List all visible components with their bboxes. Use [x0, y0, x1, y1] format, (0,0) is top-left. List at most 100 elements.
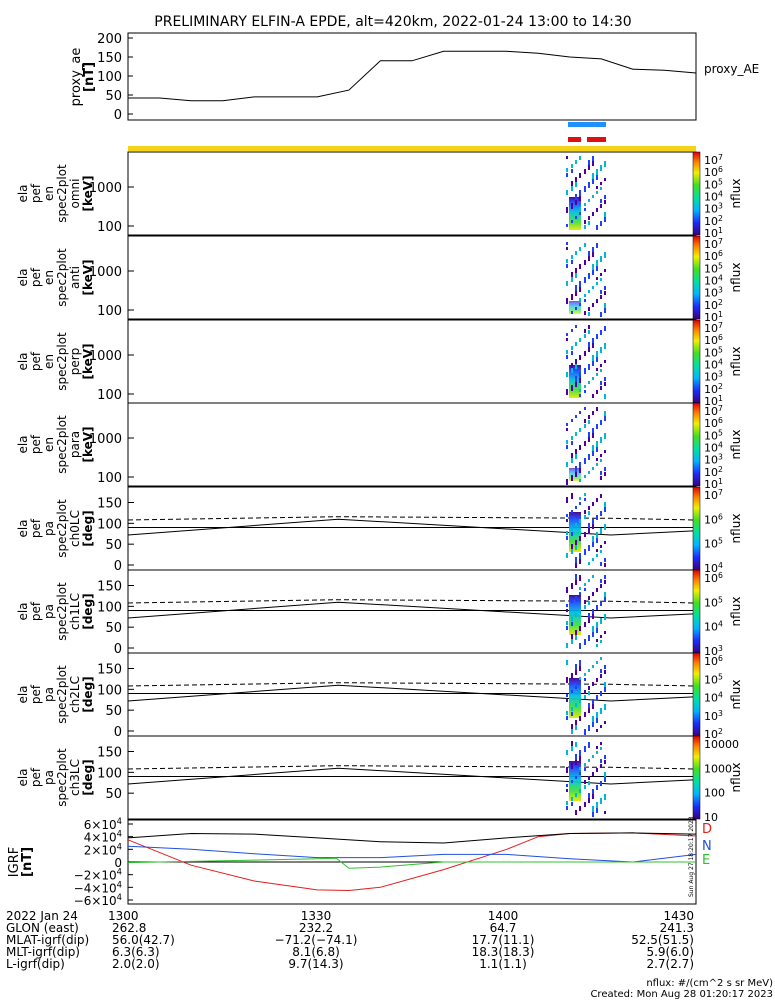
- flux-pixel: [579, 789, 581, 793]
- flux-pixel: [588, 160, 590, 165]
- flux-pixel: [588, 454, 590, 460]
- flux-pixel: [566, 247, 568, 250]
- ytick-label: 100: [97, 388, 122, 403]
- flux-pixel: [588, 415, 590, 419]
- flux-pixel: [592, 286, 594, 289]
- flux-pixel: [579, 665, 581, 671]
- panel-ylabel: ela: [16, 268, 30, 286]
- flux-pixel: [566, 264, 568, 268]
- flux-pixel: [600, 781, 602, 786]
- flux-pixel: [571, 385, 573, 391]
- flux-pixel: [588, 635, 590, 641]
- flux-pixel: [588, 686, 590, 690]
- flux-pixel: [579, 767, 581, 770]
- flux-pixel: [571, 712, 573, 716]
- flux-pixel: [566, 242, 568, 245]
- flux-pixel: [588, 523, 590, 528]
- proxy-ae-line: [128, 50, 697, 102]
- flux-pixel: [575, 725, 577, 730]
- flux-pixel: [584, 600, 586, 604]
- flux-pixel: [571, 164, 573, 168]
- flux-pixel: [600, 747, 602, 750]
- flux-pixel: [566, 711, 568, 715]
- x-axis-value: 232.2: [299, 921, 333, 935]
- flux-pixel: [566, 621, 568, 625]
- colorbar-label: nflux: [729, 430, 743, 460]
- flux-pixel: [584, 225, 586, 229]
- flux-pixel: [575, 720, 577, 725]
- colorbar-tick-label: 106: [704, 333, 723, 348]
- proxy-ae-ytick-label: 200: [97, 32, 122, 47]
- flux-pixel: [592, 541, 594, 547]
- flux-pixel: [604, 592, 606, 597]
- flux-pixel: [592, 411, 594, 415]
- flux-pixel: [579, 806, 581, 811]
- flux-pixel: [571, 724, 573, 729]
- flux-pixel: [566, 587, 568, 593]
- spectrogram-panel-ch0LC: ela pef pa spec2plot ch0LC [deg]1501005001071…: [16, 486, 743, 575]
- flux-pixel: [575, 199, 577, 205]
- flux-pixel: [588, 199, 590, 202]
- colorbar-tick-label: 102: [704, 381, 723, 396]
- colorbar-gradient: [692, 486, 701, 571]
- flux-pixel: [571, 351, 573, 355]
- colorbar-tick-label: 106: [704, 416, 723, 431]
- flux-pixel: [596, 407, 598, 411]
- flux-pixel: [596, 351, 598, 357]
- panel-ylabel: ela: [16, 768, 30, 786]
- flux-pixel: [604, 360, 606, 363]
- flux-pixel: [592, 156, 594, 161]
- flux-pixel: [566, 389, 568, 395]
- flux-pixel: [600, 420, 602, 425]
- flux-pixel: [579, 372, 581, 378]
- flux-pixel: [579, 626, 581, 631]
- spectrogram-panel-perp: ela pef en spec2plot perp [keV]10001001071061…: [16, 319, 743, 408]
- flux-pixel: [604, 760, 606, 764]
- flux-pixel: [596, 186, 598, 189]
- igrf-e-line: [127, 857, 696, 869]
- x-axis-value: 17.7(11.1): [472, 933, 535, 947]
- flux-pixel: [579, 264, 581, 269]
- flux-pixel: [596, 424, 598, 429]
- flux-pixel: [575, 307, 577, 310]
- flux-pixel: [566, 643, 568, 648]
- flux-pixel: [588, 165, 590, 170]
- flux-pixel: [571, 600, 573, 603]
- flux-pixel: [596, 695, 598, 700]
- flux-pixel: [579, 338, 581, 342]
- flux-pixel: [579, 609, 581, 613]
- flux-pixel: [592, 428, 594, 433]
- x-axis-value: 64.7: [490, 921, 517, 935]
- x-axis-value: 262.8: [112, 921, 146, 935]
- flux-pixel: [604, 704, 606, 710]
- flux-pixel: [579, 281, 581, 287]
- flux-pixel: [600, 601, 602, 606]
- flux-pixel: [600, 562, 602, 566]
- flux-pixel: [604, 394, 606, 399]
- flux-pixel: [584, 351, 586, 356]
- colorbar-tick-label: 107: [704, 237, 723, 252]
- flux-pixel: [579, 497, 581, 500]
- flux-pixel: [592, 609, 594, 614]
- flux-pixel: [575, 776, 577, 779]
- proxy-ae-ytick-label: 100: [97, 70, 122, 85]
- proxy-ae-frame: [127, 32, 697, 121]
- flux-pixel: [596, 174, 598, 180]
- flux-pixel: [600, 256, 602, 262]
- flux-pixel: [604, 291, 606, 295]
- flux-pixel: [604, 721, 606, 724]
- flux-pixel: [588, 596, 590, 600]
- flux-pixel: [600, 708, 602, 714]
- flux-pixel: [588, 669, 590, 672]
- colorbar-tick-label: 105: [704, 428, 723, 443]
- flux-pixel: [575, 703, 577, 707]
- flux-pixel: [592, 360, 594, 366]
- flux-pixel: [592, 445, 594, 451]
- spectrogram-panel-ch1LC: ela pef pa spec2plot ch1LC [deg]1501005001061…: [16, 569, 743, 658]
- flux-pixel: [600, 295, 602, 299]
- flux-pixel: [604, 502, 606, 507]
- flux-pixel: [596, 661, 598, 664]
- panel-ylabel: pa: [42, 521, 56, 536]
